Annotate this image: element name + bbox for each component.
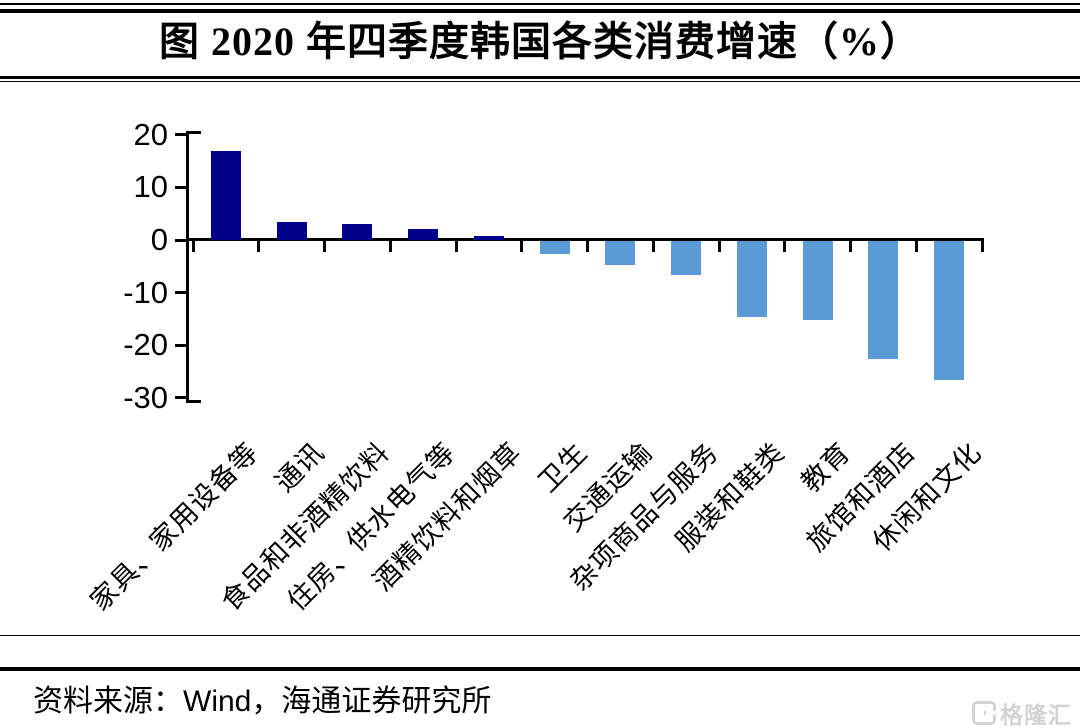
- chart-title: 图 2020 年四季度韩国各类消费增速（%）: [159, 19, 921, 64]
- top-border-thick-line: [0, 9, 1080, 13]
- bar: [210, 150, 241, 240]
- x-axis-tick: [454, 241, 458, 252]
- bar: [802, 241, 833, 320]
- bar-chart: 20 10 0 -10 -20 -30 家具、家用设备等 通讯 食品和非酒精饮料 住房、供水电气等…: [84, 116, 987, 617]
- footer-top-thick-line: [0, 667, 1080, 671]
- bar: [408, 229, 439, 240]
- bar: [736, 241, 767, 318]
- bar: [934, 241, 965, 381]
- gelonghui-watermark: 格隆汇: [972, 696, 1072, 728]
- y-axis-tick: [175, 185, 186, 189]
- x-axis-tick: [191, 241, 195, 252]
- y-axis-label: 20: [133, 116, 168, 152]
- x-axis-tick: [717, 241, 721, 252]
- y-axis-label: -30: [123, 379, 168, 415]
- source-note: 资料来源：Wind，海通证券研究所: [33, 676, 491, 720]
- x-axis-tick: [651, 241, 655, 252]
- x-axis-tick: [849, 241, 852, 252]
- x-axis-tick: [783, 241, 787, 252]
- watermark-label: 格隆汇: [1000, 702, 1072, 728]
- bar: [276, 221, 307, 240]
- source-label: 资料来源：: [33, 685, 183, 718]
- y-axis-tick: [175, 396, 186, 400]
- y-axis-bottom-cap: [186, 400, 201, 403]
- x-axis-tick: [388, 241, 392, 252]
- bar: [342, 224, 373, 240]
- y-axis-label: 0: [150, 222, 168, 257]
- bar: [473, 235, 504, 240]
- gelonghui-g-icon: [972, 701, 996, 725]
- bar: [671, 241, 702, 276]
- y-axis-label: -20: [123, 327, 168, 363]
- bar: [539, 241, 570, 255]
- title-bottom-thick-line: [0, 76, 1080, 79]
- bar: [605, 241, 636, 265]
- y-axis-tick: [175, 343, 186, 347]
- y-axis-tick: [175, 133, 186, 137]
- x-axis-line: [186, 238, 984, 241]
- y-axis-label: 10: [133, 169, 168, 205]
- y-axis-top-cap: [186, 131, 201, 134]
- footer-top-thin-line: [0, 635, 1080, 636]
- y-axis-tick: [175, 291, 186, 295]
- x-axis-tick: [520, 241, 524, 252]
- x-axis-tick: [914, 241, 918, 252]
- y-axis-label: -10: [123, 274, 168, 310]
- x-axis-tick: [586, 241, 589, 252]
- source-text: Wind，海通证券研究所: [183, 685, 492, 718]
- top-border-thin-line: [0, 3, 1080, 5]
- x-axis-tick: [323, 241, 326, 252]
- x-axis-tick: [257, 241, 261, 252]
- y-axis-tick: [175, 238, 186, 242]
- bar: [868, 241, 899, 360]
- x-axis-tick: [980, 241, 984, 252]
- y-axis-line: [186, 131, 189, 403]
- title-bottom-thin-line: [0, 81, 1080, 82]
